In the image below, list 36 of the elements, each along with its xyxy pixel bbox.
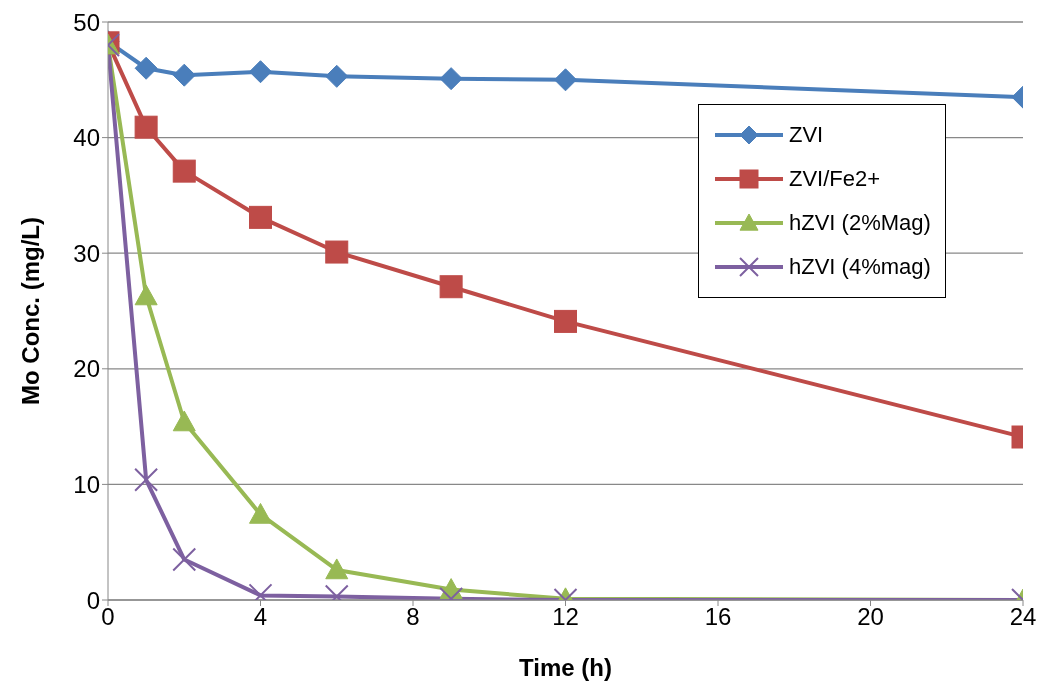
point [554, 68, 577, 92]
point [134, 56, 158, 80]
y-tick-label: 10 [73, 470, 100, 498]
x-tick-label: 20 [857, 603, 884, 631]
y-tick-label: 50 [73, 8, 100, 36]
point [554, 309, 577, 333]
point [249, 205, 272, 229]
point [325, 240, 349, 264]
point [439, 275, 463, 299]
legend-label: hZVI (2%Mag) [789, 210, 931, 236]
y-tick-label: 40 [73, 124, 100, 152]
point [134, 115, 158, 139]
x-tick-label: 16 [704, 603, 732, 631]
y-tick-label: 30 [73, 239, 100, 267]
point [172, 547, 197, 572]
legend-label: hZVI (4%mag) [789, 254, 931, 280]
point [134, 467, 159, 492]
y-tick-label: 20 [73, 355, 100, 383]
x-tick-label: 4 [253, 603, 268, 631]
x-tick-label: 12 [552, 603, 579, 631]
point [172, 159, 196, 183]
x-tick-label: 24 [1009, 603, 1037, 631]
point [325, 558, 349, 580]
y-tick-label: 0 [86, 586, 100, 614]
point [249, 502, 272, 524]
point [325, 64, 349, 88]
point [134, 284, 158, 306]
point [439, 67, 463, 91]
legend-label: ZVI/Fe2+ [789, 166, 881, 192]
x-axis-title: Time (h) [519, 654, 612, 681]
point [172, 410, 196, 432]
point [249, 60, 272, 84]
y-axis-title: Mo Conc. (mg/L) [16, 217, 44, 405]
point [172, 63, 196, 87]
x-tick-label: 8 [406, 603, 420, 631]
legend-label: ZVI [789, 122, 824, 148]
